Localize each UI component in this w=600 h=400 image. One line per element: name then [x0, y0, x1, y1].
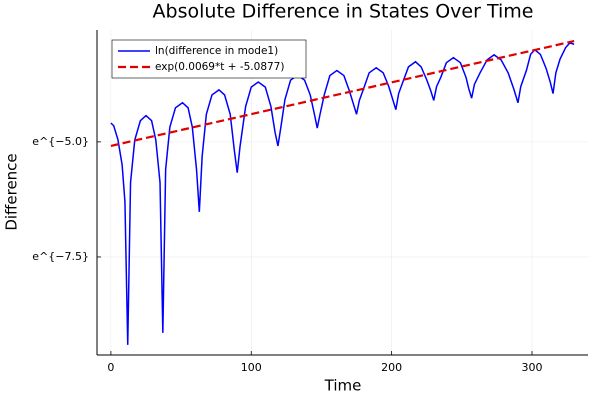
y-tick-label: e^{−5.0} [32, 135, 89, 148]
line-series [110, 42, 575, 345]
legend-label: exp(0.0069*t + -5.0877) [155, 61, 284, 73]
x-tick-label: 100 [241, 361, 262, 374]
chart-title: Absolute Difference in States Over Time [153, 1, 534, 23]
x-tick-label: 200 [381, 361, 402, 374]
y-tick-label: e^{−7.5} [32, 250, 89, 263]
y-axis-label: Difference [3, 153, 21, 230]
x-tick-label: 0 [107, 361, 114, 374]
legend-label: ln(difference in mode1) [155, 45, 278, 57]
legend-box [111, 39, 307, 79]
line-series [110, 40, 575, 147]
x-tick-label: 300 [521, 361, 542, 374]
x-axis-label: Time [324, 377, 362, 395]
